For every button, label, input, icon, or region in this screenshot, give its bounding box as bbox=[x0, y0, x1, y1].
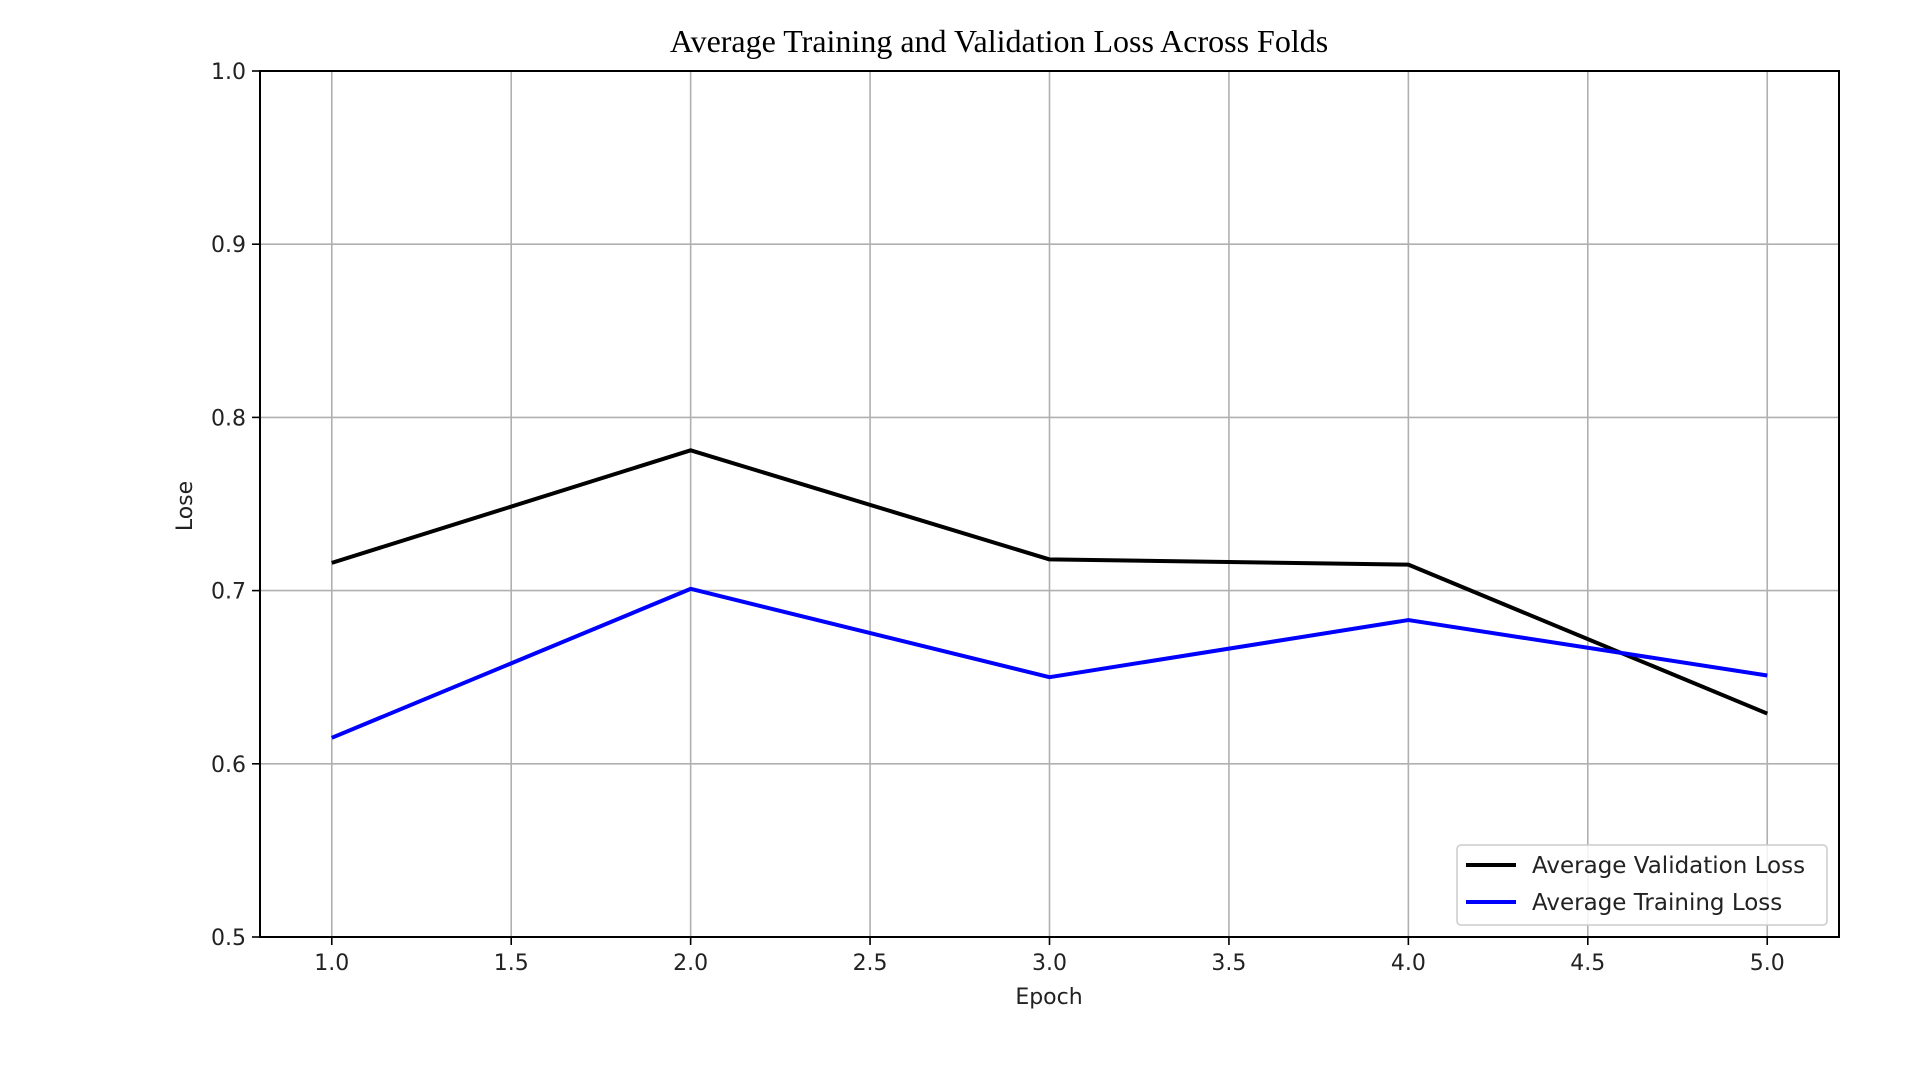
legend-label-validation: Average Validation Loss bbox=[1532, 853, 1805, 879]
tick-layer: 1.0 1.5 2.0 2.5 3.0 3.5 4.0 4.5 5.0 0.5 0.6 0.7 0.8 0… bbox=[211, 60, 1785, 976]
y-tick-label: 0.7 bbox=[211, 580, 246, 605]
x-axis-label: Epoch bbox=[1015, 985, 1082, 1010]
y-tick-label: 0.6 bbox=[211, 753, 246, 778]
y-tick-label: 0.8 bbox=[211, 406, 246, 431]
y-tick-label: 1.0 bbox=[211, 60, 246, 85]
y-tick-label: 0.5 bbox=[211, 926, 246, 951]
x-tick-label: 2.0 bbox=[673, 951, 708, 976]
legend-label-training: Average Training Loss bbox=[1532, 890, 1782, 916]
x-tick-label: 2.5 bbox=[853, 951, 888, 976]
chart-title: Average Training and Validation Loss Acr… bbox=[670, 23, 1328, 59]
x-tick-label: 1.5 bbox=[494, 951, 529, 976]
y-tick-label: 0.9 bbox=[211, 233, 246, 258]
y-axis-label: Lose bbox=[173, 481, 198, 531]
x-tick-label: 3.5 bbox=[1211, 951, 1246, 976]
x-tick-label: 4.0 bbox=[1391, 951, 1426, 976]
x-tick-label: 4.5 bbox=[1570, 951, 1605, 976]
legend: Average Validation Loss Average Training… bbox=[1457, 845, 1827, 925]
grid-layer bbox=[260, 71, 1839, 937]
x-tick-label: 1.0 bbox=[314, 951, 349, 976]
x-tick-label: 3.0 bbox=[1032, 951, 1067, 976]
x-tick-label: 5.0 bbox=[1750, 951, 1785, 976]
